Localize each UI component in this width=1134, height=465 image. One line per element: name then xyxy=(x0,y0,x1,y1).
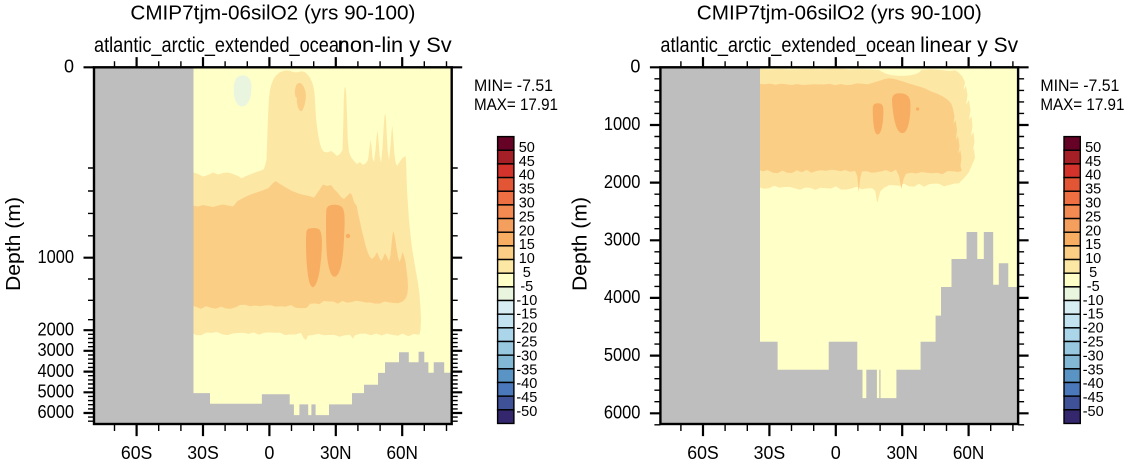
svg-text:5000: 5000 xyxy=(604,345,641,365)
svg-text:atlantic_arctic_extended_ocean: atlantic_arctic_extended_ocean xyxy=(660,34,915,57)
svg-text:6000: 6000 xyxy=(38,402,75,422)
svg-text:3000: 3000 xyxy=(604,230,641,250)
svg-text:3000: 3000 xyxy=(38,340,75,360)
svg-text:0: 0 xyxy=(630,57,640,77)
svg-text:5000: 5000 xyxy=(38,382,75,402)
svg-text:4000: 4000 xyxy=(38,361,75,381)
svg-text:1000: 1000 xyxy=(38,247,75,267)
svg-text:Depth (m): Depth (m) xyxy=(3,197,25,291)
svg-text:CMIP7tjm-06silO2 (yrs 90-100): CMIP7tjm-06silO2 (yrs 90-100) xyxy=(130,1,415,24)
svg-text:6000: 6000 xyxy=(604,403,641,423)
svg-text:4000: 4000 xyxy=(604,287,641,307)
svg-text:linear y Sv: linear y Sv xyxy=(920,34,1018,57)
svg-text:2000: 2000 xyxy=(604,172,641,192)
svg-text:CMIP7tjm-06silO2 (yrs 90-100): CMIP7tjm-06silO2 (yrs 90-100) xyxy=(697,1,982,24)
svg-text:0: 0 xyxy=(64,57,74,77)
svg-text:1000: 1000 xyxy=(604,114,641,134)
svg-text:2000: 2000 xyxy=(38,319,75,339)
svg-text:non-lin y Sv: non-lin y Sv xyxy=(338,34,453,57)
svg-text:atlantic_arctic_extended_ocean: atlantic_arctic_extended_ocean xyxy=(94,34,349,57)
svg-text:Depth (m): Depth (m) xyxy=(569,197,591,291)
